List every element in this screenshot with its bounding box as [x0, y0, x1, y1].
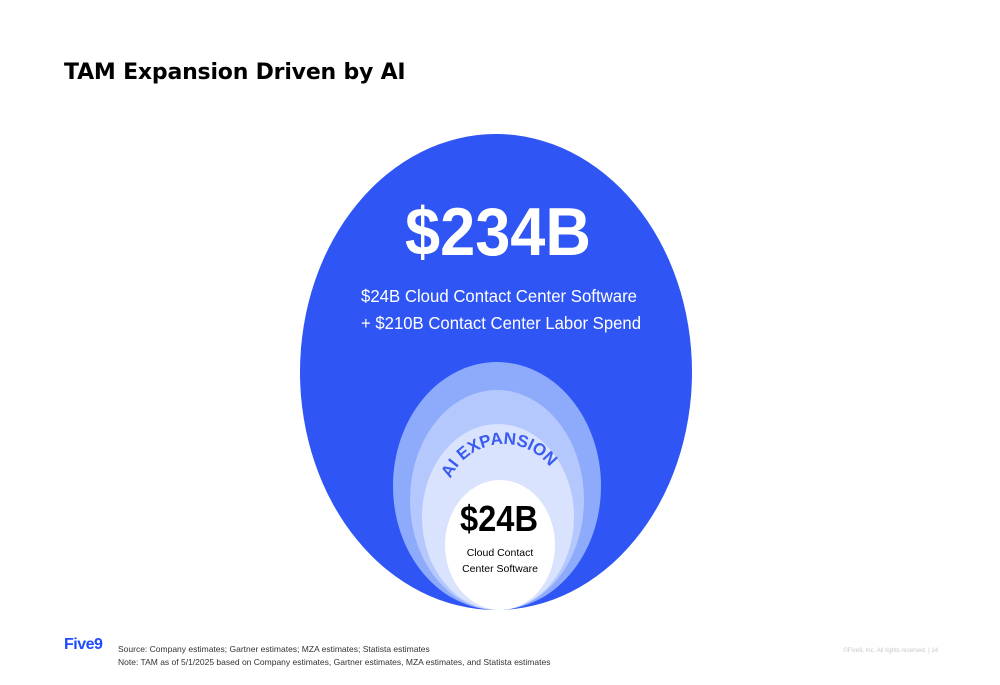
inner-tam-description-line1: Cloud Contact [467, 547, 534, 559]
footer-notes: Source: Company estimates; Gartner estim… [118, 643, 550, 668]
outer-tam-value: $234B [405, 194, 591, 270]
inner-tam-description-line2: Center Software [462, 563, 538, 575]
copyright-notice: ©Five9, Inc. All rights reserved. | 14 [843, 648, 938, 654]
inner-tam-ellipse [445, 480, 555, 610]
source-note: Source: Company estimates; Gartner estim… [118, 644, 430, 654]
tam-note: Note: TAM as of 5/1/2025 based on Compan… [118, 656, 551, 667]
outer-tam-description-line1: $24B Cloud Contact Center Software [361, 286, 637, 306]
five9-logo: Five9 [64, 636, 103, 653]
inner-tam-value: $24B [460, 498, 538, 539]
outer-tam-description-line2: + $210B Contact Center Labor Spend [361, 313, 641, 333]
page-title: TAM Expansion Driven by AI [64, 60, 406, 85]
